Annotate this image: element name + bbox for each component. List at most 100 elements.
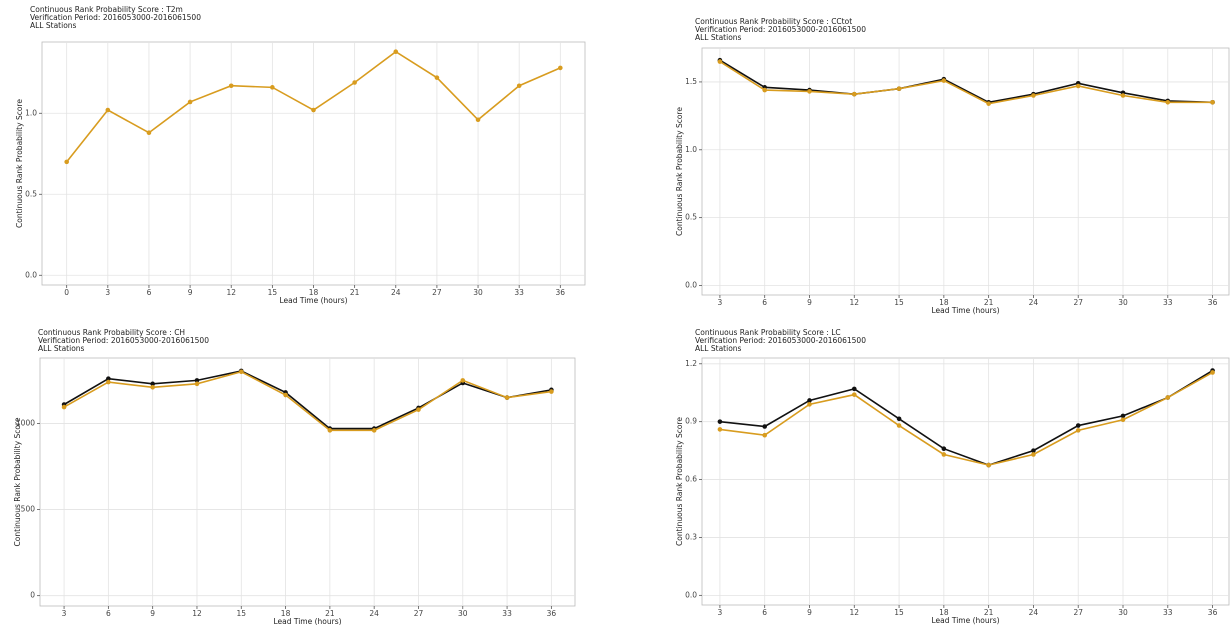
plot-panel xyxy=(701,357,1230,606)
plot-panel xyxy=(701,47,1230,296)
y-tick-label: 1.2 xyxy=(685,359,697,368)
y-axis-label: Continuous Rank Probability Score xyxy=(15,99,24,228)
data-point xyxy=(238,369,244,375)
y-axis-label: Continuous Rank Probability Score xyxy=(675,417,684,546)
x-axis-label: Lead Time (hours) xyxy=(279,296,347,305)
data-point xyxy=(896,416,902,422)
data-point xyxy=(986,462,991,468)
data-point xyxy=(475,117,481,123)
data-point xyxy=(1120,417,1126,423)
series-line xyxy=(63,370,552,430)
x-tick-label: 30 xyxy=(1118,298,1128,307)
chart-title: ALL Stations xyxy=(30,21,77,30)
x-tick-label: 27 xyxy=(432,288,442,297)
data-point xyxy=(851,91,857,97)
data-point xyxy=(717,427,723,432)
data-point xyxy=(150,384,155,390)
data-point xyxy=(416,407,421,412)
x-tick-label: 24 xyxy=(1029,298,1039,307)
x-tick-label: 33 xyxy=(514,288,524,297)
plot-panel xyxy=(39,357,576,607)
x-tick-label: 24 xyxy=(369,609,379,618)
data-point xyxy=(105,107,111,113)
x-tick-label: 9 xyxy=(188,288,193,297)
chart-title: Verification Period: 2016053000-20160615… xyxy=(38,336,209,345)
y-tick-label: 1.0 xyxy=(685,145,697,154)
data-point xyxy=(807,89,812,94)
x-tick-label: 27 xyxy=(414,609,424,618)
x-tick-label: 30 xyxy=(473,288,483,297)
x-tick-label: 33 xyxy=(1163,608,1173,617)
y-tick-label: 0.5 xyxy=(685,213,697,222)
y-tick-label: 0.3 xyxy=(685,532,697,541)
x-tick-label: 12 xyxy=(226,288,236,297)
data-point xyxy=(717,419,723,424)
data-point xyxy=(106,376,111,381)
x-axis-label: Lead Time (hours) xyxy=(931,616,999,625)
data-point xyxy=(393,49,399,55)
x-tick-label: 3 xyxy=(718,298,723,307)
data-point xyxy=(807,398,812,403)
data-point xyxy=(762,432,768,438)
data-point xyxy=(194,378,200,383)
x-tick-label: 6 xyxy=(106,609,111,618)
chart-title: Verification Period: 2016053000-20160615… xyxy=(695,336,866,345)
data-point xyxy=(941,452,947,457)
y-axis-label: Continuous Rank Probability Score xyxy=(13,417,22,546)
chart-title: Verification Period: 2016053000-20160615… xyxy=(695,25,866,34)
data-point xyxy=(717,59,723,64)
data-point xyxy=(228,83,234,89)
x-tick-label: 6 xyxy=(762,298,767,307)
data-point xyxy=(941,78,947,83)
x-tick-label: 21 xyxy=(325,609,335,618)
x-tick-label: 36 xyxy=(1208,298,1218,307)
data-point xyxy=(434,75,440,80)
x-tick-label: 15 xyxy=(894,608,904,617)
y-tick-label: 0.9 xyxy=(685,417,697,426)
x-tick-label: 24 xyxy=(391,288,401,297)
y-tick-label: 1.0 xyxy=(25,108,37,117)
x-tick-label: 3 xyxy=(718,608,723,617)
data-point xyxy=(327,428,333,433)
x-tick-label: 12 xyxy=(850,298,860,307)
x-axis-label: Lead Time (hours) xyxy=(931,306,999,315)
series-line xyxy=(719,59,1213,104)
chart-title: Continuous Rank Probability Score : CH xyxy=(38,328,185,337)
x-tick-label: 12 xyxy=(850,608,860,617)
x-tick-label: 9 xyxy=(807,298,812,307)
x-tick-label: 6 xyxy=(147,288,152,297)
x-tick-label: 6 xyxy=(762,608,767,617)
data-point xyxy=(1210,99,1215,105)
y-axis-label: Continuous Rank Probability Score xyxy=(675,107,684,236)
chart-title: ALL Stations xyxy=(695,33,742,42)
data-point xyxy=(1165,99,1171,105)
data-point xyxy=(986,101,991,106)
data-point xyxy=(61,404,67,410)
series-line xyxy=(719,369,1213,466)
y-tick-label: 0.0 xyxy=(685,281,697,290)
chart-title: Verification Period: 2016053000-20160615… xyxy=(30,13,201,22)
x-tick-label: 3 xyxy=(62,609,67,618)
x-tick-label: 15 xyxy=(236,609,246,618)
y-tick-label: 0.5 xyxy=(25,189,37,198)
data-point xyxy=(762,87,768,93)
y-tick-label: 0.6 xyxy=(685,475,697,484)
x-tick-label: 3 xyxy=(105,288,110,297)
data-point xyxy=(516,83,522,89)
data-point xyxy=(1165,395,1171,400)
x-tick-label: 30 xyxy=(1118,608,1128,617)
data-point xyxy=(311,107,316,113)
data-point xyxy=(941,446,947,451)
x-tick-label: 21 xyxy=(984,298,994,307)
data-point xyxy=(150,381,155,387)
x-tick-label: 18 xyxy=(309,288,319,297)
x-axis-label: Lead Time (hours) xyxy=(273,617,341,625)
data-point xyxy=(1075,423,1081,428)
y-tick-label: 0.0 xyxy=(25,270,37,279)
data-point xyxy=(371,428,377,433)
x-tick-label: 18 xyxy=(281,609,291,618)
data-point xyxy=(146,130,152,136)
chart-title: Continuous Rank Probability Score : LC xyxy=(695,328,841,337)
series-line xyxy=(719,371,1213,466)
x-tick-label: 12 xyxy=(192,609,202,618)
